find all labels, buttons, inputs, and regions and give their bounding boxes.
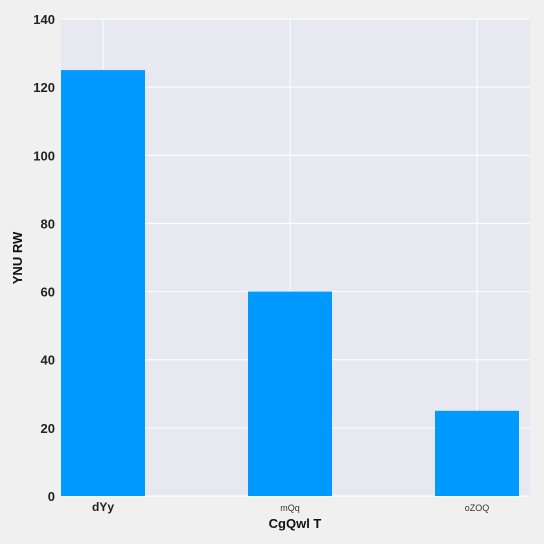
bar-mQq xyxy=(248,291,332,496)
y-tick-label: 0 xyxy=(48,489,55,504)
bars xyxy=(61,70,519,496)
x-axis-ticks: dYy mQq oZOQ xyxy=(92,500,489,514)
y-tick-label: 80 xyxy=(41,216,55,231)
y-tick-label: 120 xyxy=(33,80,55,95)
y-axis-ticks: 0 20 40 60 80 100 120 140 xyxy=(33,12,55,504)
x-axis-title: CgQwl T xyxy=(269,516,322,531)
bar-oZOQ xyxy=(435,410,519,496)
y-axis-title: YNU RW xyxy=(10,231,25,284)
y-tick-label: 140 xyxy=(33,12,55,27)
bar-dYy xyxy=(61,70,145,496)
y-tick-label: 60 xyxy=(41,285,55,300)
y-tick-label: 20 xyxy=(41,421,55,436)
x-tick-label: mQq xyxy=(280,503,300,513)
y-tick-label: 100 xyxy=(33,148,55,163)
x-tick-label: dYy xyxy=(92,500,114,514)
x-tick-label: oZOQ xyxy=(465,503,490,513)
y-tick-label: 40 xyxy=(41,353,55,368)
